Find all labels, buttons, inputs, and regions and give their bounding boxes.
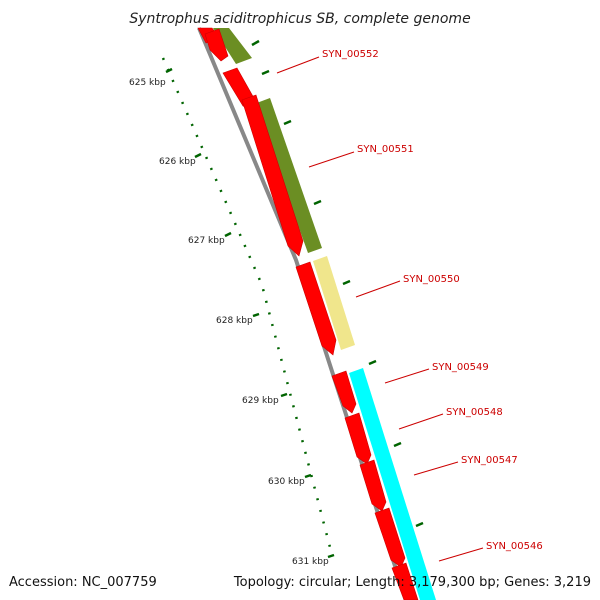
cds-arrow[interactable] [204,28,229,62]
cds-arrow[interactable] [391,562,419,600]
outer-tick [393,441,402,448]
outer-tick [313,199,322,206]
leader-line [398,413,444,430]
cds-arrow[interactable] [331,370,357,414]
gene-label-syn-00547[interactable]: SYN_00547 [461,455,518,466]
outer-ticks [251,39,424,528]
cds-arrow[interactable] [295,261,337,356]
cds-arrow[interactable] [374,507,406,568]
outer-tick [368,359,377,366]
khaki-feature[interactable] [313,256,355,350]
ruler-label: 631 kbp [292,557,329,567]
leader-line [308,151,355,168]
genome-backbone [197,27,408,600]
leader-line [355,280,401,298]
ruler-tick [194,152,202,159]
ruler-label: 626 kbp [159,157,196,167]
cds-arrow[interactable] [344,412,372,465]
gene-label-syn-00551[interactable]: SYN_00551 [357,144,414,155]
gene-label-syn-00552[interactable]: SYN_00552 [322,49,379,60]
ruler-label: 627 kbp [188,236,225,246]
genome-summary-text: Topology: circular; Length: 3,179,300 bp… [233,575,591,590]
cds-arrow[interactable] [241,94,304,257]
cyan-feature[interactable] [349,368,436,600]
leader-line [384,368,430,384]
leader-line [413,461,459,476]
olive-feature[interactable] [213,28,252,64]
cds-arrow[interactable] [359,459,387,512]
gene-leader-lines [276,56,484,562]
leader-line [438,547,484,562]
outer-tick [415,521,424,528]
accession-text: Accession: NC_007759 [9,575,157,590]
ruler-label: 629 kbp [242,396,279,406]
leader-line [276,56,320,74]
gene-label-syn-00546[interactable]: SYN_00546 [486,541,543,552]
ruler-track [161,57,334,556]
ruler-tick [280,392,288,398]
olive-feature[interactable] [254,98,322,253]
outer-tick [251,39,260,47]
ruler-tick [165,67,173,74]
map-title: Syntrophus aciditrophicus SB, complete g… [129,11,470,27]
outer-tick [342,279,351,286]
outer-tick [261,69,270,76]
gene-label-syn-00550[interactable]: SYN_00550 [403,274,460,285]
ruler-tick [304,473,312,479]
ruler-label: 625 kbp [129,78,166,88]
gene-label-syn-00548[interactable]: SYN_00548 [446,407,503,418]
ruler-tick [327,553,335,559]
ruler-label: 628 kbp [216,316,253,326]
ruler-tick [252,312,260,318]
ruler-tick [224,231,232,238]
ruler-ticks [165,67,335,559]
cds-track [197,27,419,600]
gene-label-syn-00549[interactable]: SYN_00549 [432,362,489,373]
ruler-label: 630 kbp [268,477,305,487]
outer-tick [283,119,292,126]
